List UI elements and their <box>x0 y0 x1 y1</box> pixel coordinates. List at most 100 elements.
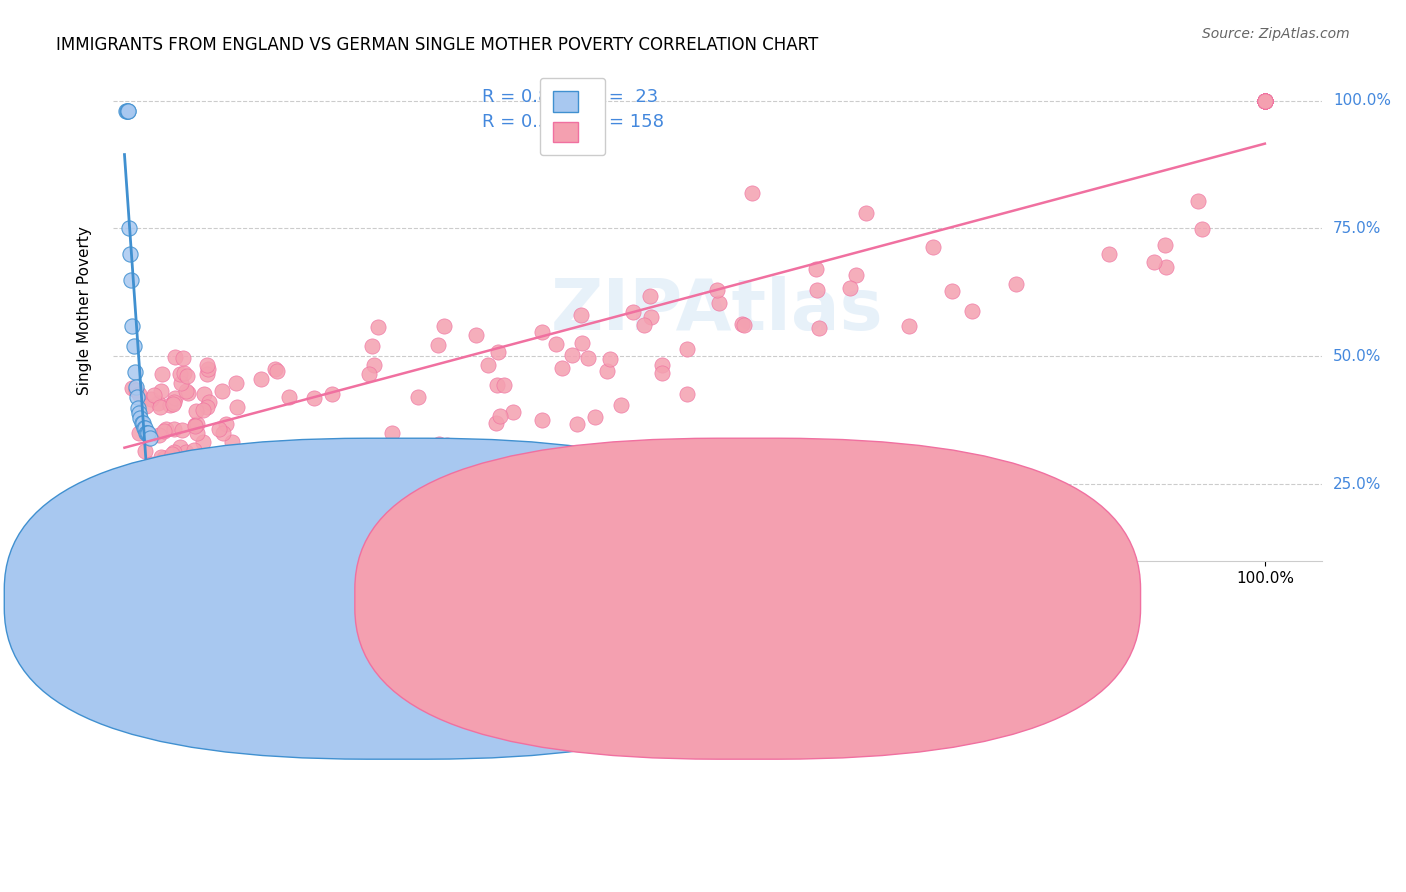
Point <box>1254 94 1277 108</box>
Point <box>184 404 207 418</box>
Point <box>1254 94 1277 108</box>
Point <box>941 284 963 298</box>
Point <box>623 305 645 319</box>
Point <box>302 391 325 405</box>
Point <box>176 368 198 383</box>
Point <box>960 304 983 318</box>
Point <box>359 368 381 382</box>
Text: IMMIGRANTS FROM ENGLAND VS GERMAN SINGLE MOTHER POVERTY CORRELATION CHART: IMMIGRANTS FROM ENGLAND VS GERMAN SINGLE… <box>56 36 818 54</box>
Point <box>149 400 172 414</box>
Point <box>1254 94 1277 108</box>
Point <box>125 383 148 397</box>
Point <box>1254 94 1277 108</box>
FancyBboxPatch shape <box>354 438 1140 759</box>
Text: R = 0.856   N =  23: R = 0.856 N = 23 <box>482 88 658 106</box>
Point <box>132 421 155 435</box>
Legend: , : , <box>540 78 605 155</box>
Point <box>1254 94 1277 108</box>
Point <box>225 376 247 390</box>
Point <box>186 417 208 432</box>
Point <box>150 368 173 382</box>
Point <box>367 320 389 334</box>
Point <box>197 400 219 414</box>
Point <box>361 339 384 353</box>
Point <box>249 372 271 386</box>
Point <box>1187 194 1209 209</box>
Point <box>651 366 673 380</box>
Point <box>1154 238 1177 252</box>
Point <box>485 416 508 430</box>
Point <box>136 426 159 441</box>
Point <box>1254 94 1277 108</box>
Text: R = 0.547   N = 158: R = 0.547 N = 158 <box>482 113 664 131</box>
Point <box>128 387 150 401</box>
Point <box>676 387 699 401</box>
Point <box>576 351 599 365</box>
Point <box>117 103 139 118</box>
Point <box>436 438 458 452</box>
Text: 100.0%: 100.0% <box>1333 93 1391 108</box>
Point <box>125 390 148 404</box>
Point <box>183 418 205 433</box>
Point <box>163 395 186 409</box>
Point <box>263 361 285 376</box>
Point <box>121 380 143 394</box>
Point <box>150 450 173 464</box>
Point <box>571 336 593 351</box>
Point <box>141 457 163 471</box>
Point <box>141 392 163 406</box>
Point <box>1254 94 1277 108</box>
Point <box>162 397 184 411</box>
Point <box>162 447 184 461</box>
Point <box>195 358 218 372</box>
Point <box>363 358 385 372</box>
Point <box>706 284 728 298</box>
Point <box>127 401 149 415</box>
Point <box>633 318 655 332</box>
Text: Germans: Germans <box>804 590 873 604</box>
Point <box>114 103 136 118</box>
Point <box>599 352 621 367</box>
Point <box>120 273 142 287</box>
Point <box>408 390 430 404</box>
Point <box>1254 94 1277 108</box>
Point <box>494 378 516 392</box>
Point <box>1098 247 1121 261</box>
Point <box>270 441 292 455</box>
Point <box>174 384 197 398</box>
Point <box>741 186 763 200</box>
Point <box>502 405 524 419</box>
Text: 75.0%: 75.0% <box>1333 221 1381 236</box>
Point <box>135 399 157 413</box>
Point <box>125 380 148 394</box>
Point <box>134 421 156 435</box>
Point <box>278 391 301 405</box>
Point <box>1254 94 1277 108</box>
Point <box>184 418 207 433</box>
Point <box>131 416 153 430</box>
Point <box>1143 254 1166 268</box>
Point <box>163 422 186 436</box>
Point <box>651 358 673 372</box>
Point <box>195 367 218 381</box>
Point <box>838 281 860 295</box>
Point <box>115 103 138 118</box>
Point <box>921 240 943 254</box>
Point <box>1254 94 1277 108</box>
Point <box>807 321 830 335</box>
Point <box>128 426 150 441</box>
Point <box>806 283 828 297</box>
Point <box>165 392 187 406</box>
Point <box>423 443 446 458</box>
Point <box>159 460 181 475</box>
Point <box>186 426 208 441</box>
Point <box>153 424 176 438</box>
Point <box>1154 260 1177 274</box>
Point <box>855 206 877 220</box>
Point <box>162 452 184 467</box>
Point <box>172 423 194 437</box>
Point <box>1254 94 1277 108</box>
Point <box>134 444 156 458</box>
Point <box>640 310 662 324</box>
Text: 50.0%: 50.0% <box>1333 349 1381 364</box>
